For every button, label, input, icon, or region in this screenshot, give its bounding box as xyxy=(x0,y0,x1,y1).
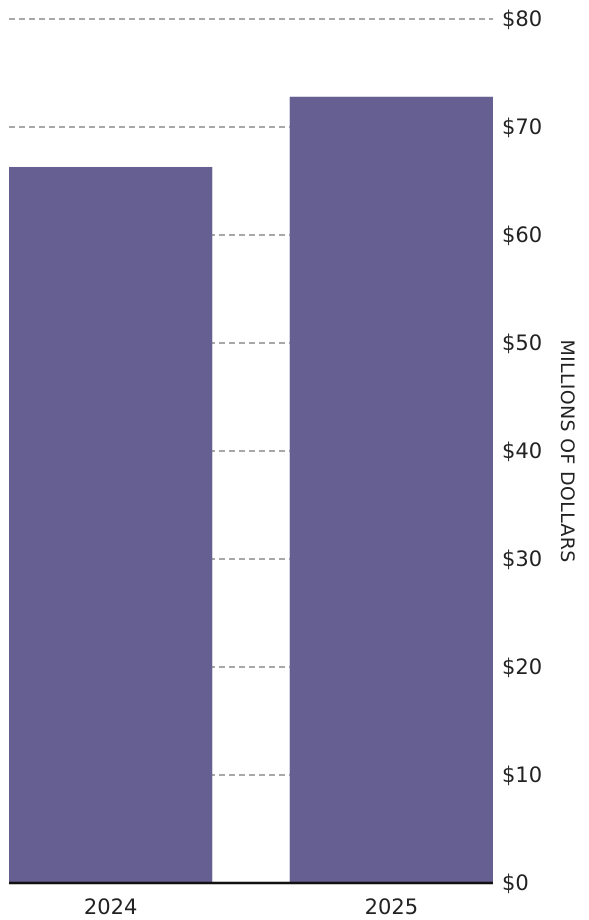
y-tick-label: $70 xyxy=(502,115,542,139)
y-tick-label: $40 xyxy=(502,439,542,463)
y-tick-label: $20 xyxy=(502,655,542,679)
y-axis-title: MILLIONS OF DOLLARS xyxy=(556,339,578,562)
y-tick-label: $30 xyxy=(502,547,542,571)
y-tick-label: $80 xyxy=(502,7,542,31)
y-tick-label: $10 xyxy=(502,763,542,787)
bar-2025 xyxy=(289,96,493,883)
bars xyxy=(9,96,493,883)
x-category-label: 2024 xyxy=(84,895,137,915)
y-tick-label: $50 xyxy=(502,331,542,355)
x-category-label: 2025 xyxy=(365,895,418,915)
y-tick-label: $60 xyxy=(502,223,542,247)
bar-2024 xyxy=(9,166,213,883)
y-axis-ticks: $0 $10 $20 $30 $40 $50 $60 $70 $80 xyxy=(502,7,542,895)
y-tick-label: $0 xyxy=(502,871,529,895)
x-axis-labels: 2024 2025 xyxy=(84,895,418,919)
